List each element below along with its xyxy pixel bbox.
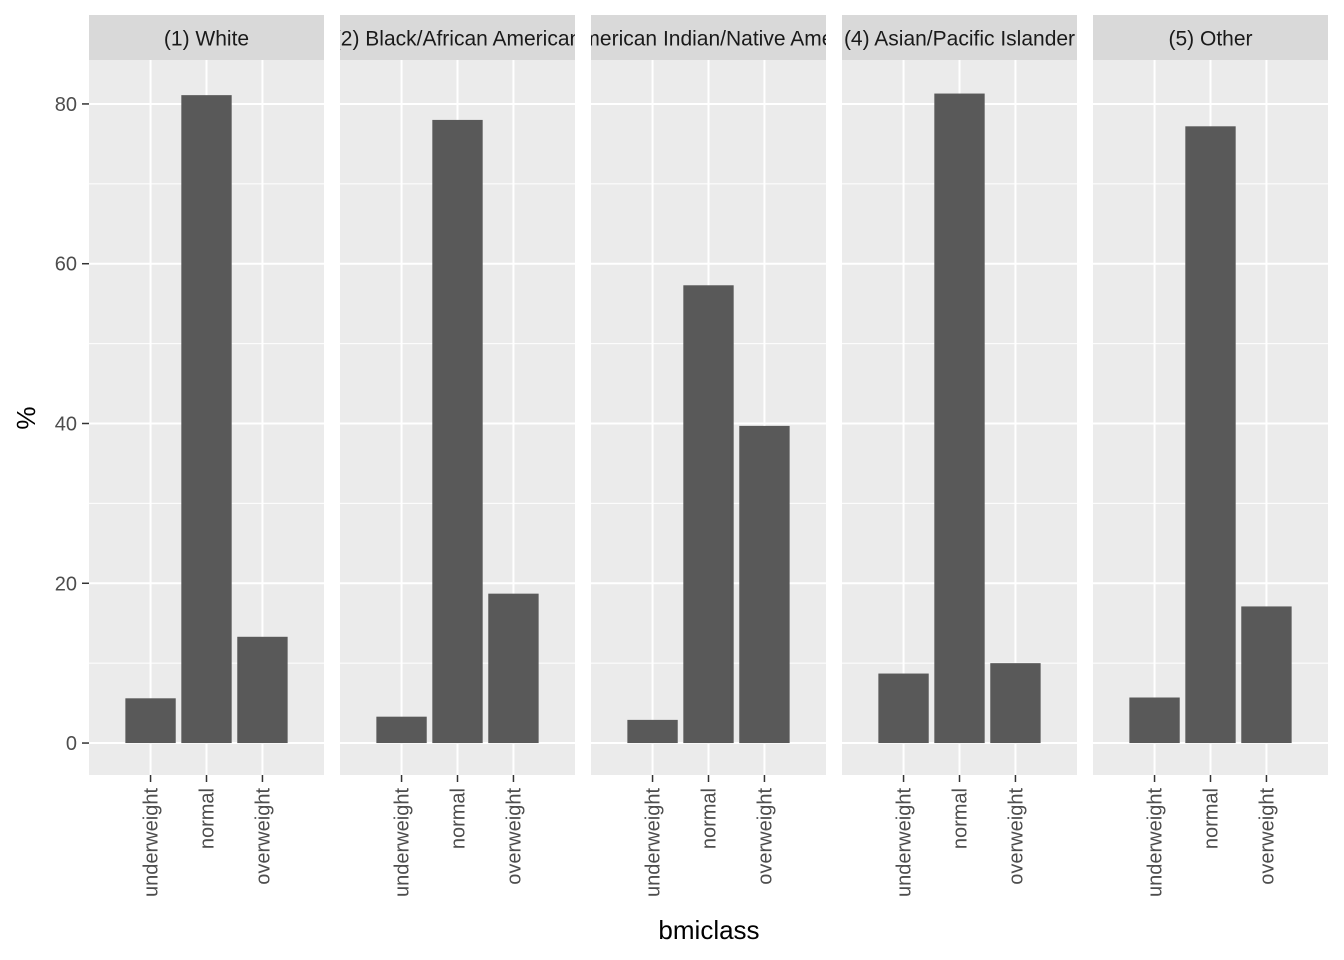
x-tick-label: normal bbox=[448, 788, 470, 849]
bar-normal bbox=[432, 119, 483, 744]
bar-underweight bbox=[1129, 697, 1180, 744]
y-tick-label: 40 bbox=[55, 413, 77, 435]
bar-underweight bbox=[627, 719, 678, 744]
facet-label: (1) White bbox=[164, 28, 249, 51]
facet-strip bbox=[89, 15, 324, 60]
x-tick-label: underweight bbox=[1145, 788, 1167, 897]
bar-normal bbox=[934, 93, 985, 744]
bar-normal bbox=[181, 95, 232, 744]
facet-label: (5) Other bbox=[1168, 28, 1252, 51]
facet-panel: (4) Asian/Pacific Islander underweight nor… bbox=[842, 15, 1077, 897]
bar-overweight bbox=[237, 636, 288, 744]
x-tick-label: underweight bbox=[141, 788, 163, 897]
bar-normal bbox=[683, 285, 734, 744]
x-tick-label: underweight bbox=[894, 788, 916, 897]
x-tick-label: underweight bbox=[392, 788, 414, 897]
facet-panel: (5) Other underweight normal overweight bbox=[1093, 15, 1328, 897]
y-tick-label: 60 bbox=[55, 254, 77, 276]
x-tick-label: overweight bbox=[252, 788, 274, 885]
x-tick-label: normal bbox=[197, 788, 219, 849]
facet-label: (3) American Indian/Native American bbox=[538, 28, 879, 51]
bar-overweight bbox=[739, 425, 790, 744]
bar-underweight bbox=[125, 698, 176, 744]
y-axis: 0 20 40 60 80 bbox=[55, 94, 89, 755]
bar-underweight bbox=[878, 673, 929, 744]
x-tick-label: normal bbox=[950, 788, 972, 849]
y-tick-label: 80 bbox=[55, 94, 77, 116]
bar-underweight bbox=[376, 716, 427, 744]
x-tick-label: normal bbox=[1201, 788, 1223, 849]
bar-normal bbox=[1185, 126, 1236, 744]
y-tick-label: 0 bbox=[66, 733, 77, 755]
x-tick-label: overweight bbox=[503, 788, 525, 885]
facet-panel: (3) American Indian/Native American under… bbox=[538, 15, 879, 897]
x-tick-label: overweight bbox=[1005, 788, 1027, 885]
x-tick-label: underweight bbox=[643, 788, 665, 897]
bar-overweight bbox=[488, 593, 539, 744]
x-tick-label: normal bbox=[699, 788, 721, 849]
y-tick-label: 20 bbox=[55, 573, 77, 595]
y-axis-title: % bbox=[11, 406, 41, 429]
facet-strip bbox=[340, 15, 575, 60]
bar-overweight bbox=[1241, 606, 1292, 744]
bar-overweight bbox=[990, 663, 1041, 744]
facet-panel: (1) White underweight normal overweight bbox=[89, 15, 324, 897]
facet-strip bbox=[591, 15, 826, 60]
x-tick-label: overweight bbox=[754, 788, 776, 885]
facet-panel: (2) Black/African American underweight nor… bbox=[334, 15, 581, 897]
facet-label: (4) Asian/Pacific Islander bbox=[844, 28, 1075, 51]
x-axis-title: bmiclass bbox=[658, 915, 759, 945]
facet-strip bbox=[842, 15, 1077, 60]
facet-label: (2) Black/African American bbox=[334, 28, 581, 51]
x-tick-label: overweight bbox=[1256, 788, 1278, 885]
facet-strip bbox=[1093, 15, 1328, 60]
